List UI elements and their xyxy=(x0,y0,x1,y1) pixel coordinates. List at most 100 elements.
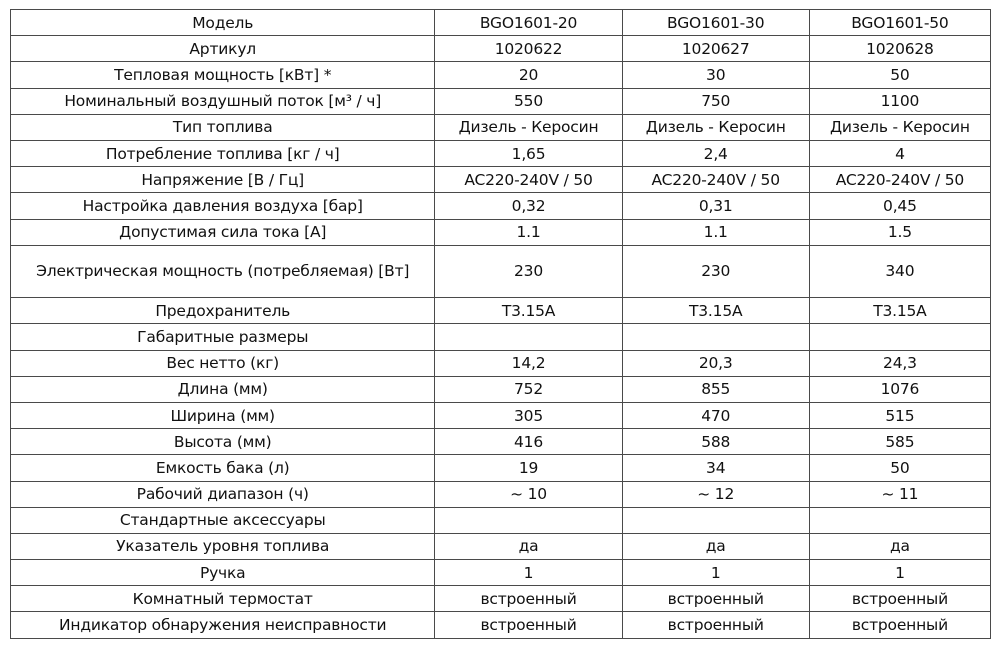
model-1-value: 1.1 xyxy=(434,218,623,246)
model-1-value: встроенный xyxy=(434,585,623,613)
model-1-value: 0,32 xyxy=(434,192,623,220)
param-label: Электрическая мощность (потребляемая) [В… xyxy=(9,244,436,299)
model-2-value: ~ 12 xyxy=(621,480,810,508)
param-label: Артикул xyxy=(9,35,436,63)
table-row-model: Модель BGO1601-20 BGO1601-30 BGO1601-50 xyxy=(9,8,992,37)
table-row-height: Высота (мм) 416 588 585 xyxy=(9,428,992,456)
model-3-value: 50 xyxy=(808,454,992,482)
param-label: Ширина (мм) xyxy=(9,401,436,430)
model-3-value: 1020628 xyxy=(808,35,992,63)
model-3-value: T3.15A xyxy=(808,297,992,325)
model-2-value: 20,3 xyxy=(621,349,810,377)
model-2-value: встроенный xyxy=(621,611,810,639)
empty-cell xyxy=(808,506,992,534)
param-label: Допустимая сила тока [A] xyxy=(9,218,436,246)
model-3-value: 0,45 xyxy=(808,192,992,220)
empty-cell xyxy=(621,506,810,534)
table-row-current: Допустимая сила тока [A] 1.1 1.1 1.5 xyxy=(9,218,992,246)
model-2-value: 0,31 xyxy=(621,192,810,220)
model-2-value: 230 xyxy=(621,244,810,299)
param-label: Тепловая мощность [кВт] * xyxy=(9,61,436,89)
param-label: Емкость бака (л) xyxy=(9,454,436,482)
model-2-value: 855 xyxy=(621,375,810,403)
model-1-value: 752 xyxy=(434,375,623,403)
table-row-dimensions-header: Габаритные размеры xyxy=(9,323,992,351)
spec-table: Модель BGO1601-20 BGO1601-30 BGO1601-50 … xyxy=(9,8,992,639)
param-label: Потребление топлива [кг / ч] xyxy=(9,139,436,168)
model-3-value: 1076 xyxy=(808,375,992,403)
model-3-value: да xyxy=(808,532,992,561)
model-3-value: 515 xyxy=(808,401,992,430)
table-row-length: Длина (мм) 752 855 1076 xyxy=(9,375,992,403)
param-label: Рабочий диапазон (ч) xyxy=(9,480,436,508)
model-1-value: 550 xyxy=(434,87,623,115)
table-row-operating-range: Рабочий диапазон (ч) ~ 10 ~ 12 ~ 11 xyxy=(9,480,992,508)
param-label: Предохранитель xyxy=(9,297,436,325)
table-row-heat-output: Тепловая мощность [кВт] * 20 30 50 xyxy=(9,61,992,89)
param-label: Длина (мм) xyxy=(9,375,436,403)
param-label: Индикатор обнаружения неисправности xyxy=(9,611,436,639)
section-label: Стандартные аксессуары xyxy=(9,506,436,534)
model-3-value: 24,3 xyxy=(808,349,992,377)
model-2-value: 588 xyxy=(621,428,810,456)
model-3-value: 50 xyxy=(808,61,992,89)
param-label: Напряжение [В / Гц] xyxy=(9,166,436,194)
table-row-article: Артикул 1020622 1020627 1020628 xyxy=(9,35,992,63)
table-row-fuel-gauge: Указатель уровня топлива да да да xyxy=(9,532,992,561)
model-1-value: ~ 10 xyxy=(434,480,623,508)
model-1-value: 14,2 xyxy=(434,349,623,377)
param-label: Ручка xyxy=(9,559,436,587)
table-row-accessories-header: Стандартные аксессуары xyxy=(9,506,992,534)
model-2-value: 1020627 xyxy=(621,35,810,63)
model-2-value: T3.15A xyxy=(621,297,810,325)
model-3-value: встроенный xyxy=(808,611,992,639)
empty-cell xyxy=(434,323,623,351)
table-row-width: Ширина (мм) 305 470 515 xyxy=(9,401,992,430)
model-1-value: BGO1601-20 xyxy=(434,8,623,37)
model-1-value: 416 xyxy=(434,428,623,456)
table-row-handle: Ручка 1 1 1 xyxy=(9,559,992,587)
model-1-value: AC220-240V / 50 xyxy=(434,166,623,194)
model-1-value: 20 xyxy=(434,61,623,89)
model-1-value: T3.15A xyxy=(434,297,623,325)
model-3-value: 1.5 xyxy=(808,218,992,246)
model-3-value: AC220-240V / 50 xyxy=(808,166,992,194)
model-3-value: 1100 xyxy=(808,87,992,115)
model-2-value: Дизель - Керосин xyxy=(621,113,810,141)
model-2-value: 2,4 xyxy=(621,139,810,168)
model-3-value: BGO1601-50 xyxy=(808,8,992,37)
table-row-airflow: Номинальный воздушный поток [м³ / ч] 550… xyxy=(9,87,992,115)
model-2-value: BGO1601-30 xyxy=(621,8,810,37)
model-2-value: 750 xyxy=(621,87,810,115)
model-1-value: 230 xyxy=(434,244,623,299)
table-row-fuse: Предохранитель T3.15A T3.15A T3.15A xyxy=(9,297,992,325)
model-2-value: AC220-240V / 50 xyxy=(621,166,810,194)
table-row-fault-indicator: Индикатор обнаружения неисправности встр… xyxy=(9,611,992,639)
empty-cell xyxy=(808,323,992,351)
model-1-value: 1,65 xyxy=(434,139,623,168)
table-row-voltage: Напряжение [В / Гц] AC220-240V / 50 AC22… xyxy=(9,166,992,194)
model-3-value: 1 xyxy=(808,559,992,587)
param-label: Тип топлива xyxy=(9,113,436,141)
table-row-net-weight: Вес нетто (кг) 14,2 20,3 24,3 xyxy=(9,349,992,377)
param-label: Настройка давления воздуха [бар] xyxy=(9,192,436,220)
param-label: Комнатный термостат xyxy=(9,585,436,613)
model-2-value: 1 xyxy=(621,559,810,587)
model-1-value: 1020622 xyxy=(434,35,623,63)
model-3-value: ~ 11 xyxy=(808,480,992,508)
section-label: Габаритные размеры xyxy=(9,323,436,351)
param-label: Номинальный воздушный поток [м³ / ч] xyxy=(9,87,436,115)
param-label: Указатель уровня топлива xyxy=(9,532,436,561)
table-row-fuel-consumption: Потребление топлива [кг / ч] 1,65 2,4 4 xyxy=(9,139,992,168)
model-3-value: 340 xyxy=(808,244,992,299)
param-label: Высота (мм) xyxy=(9,428,436,456)
model-3-value: 585 xyxy=(808,428,992,456)
table-row-electric-power: Электрическая мощность (потребляемая) [В… xyxy=(9,244,992,299)
model-2-value: 470 xyxy=(621,401,810,430)
table-row-room-thermostat: Комнатный термостат встроенный встроенны… xyxy=(9,585,992,613)
model-2-value: 34 xyxy=(621,454,810,482)
model-3-value: встроенный xyxy=(808,585,992,613)
model-1-value: 305 xyxy=(434,401,623,430)
empty-cell xyxy=(621,323,810,351)
param-label: Модель xyxy=(9,8,436,37)
